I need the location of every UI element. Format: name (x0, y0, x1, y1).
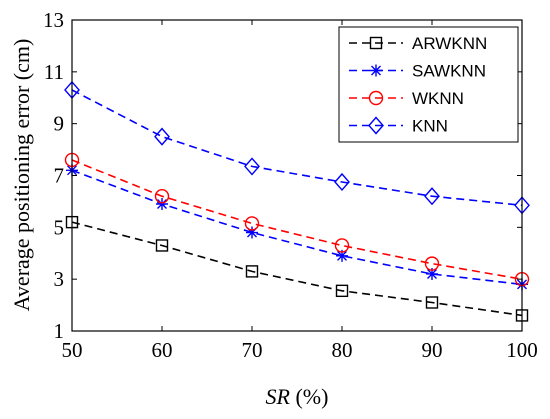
data-point-wknn (334, 238, 350, 253)
legend-marker (368, 90, 384, 106)
data-point-arwknn (245, 265, 259, 278)
x-tick-label: 60 (152, 338, 173, 362)
legend-marker (368, 116, 384, 135)
data-point-arwknn (155, 239, 169, 252)
x-tick-label: 100 (506, 338, 538, 362)
legend: ARWKNN SAWKNN WKNN KNN (338, 26, 519, 143)
x-tick-label: 70 (242, 338, 263, 362)
x-axis-title: SR (%) (266, 384, 329, 409)
data-point-arwknn (335, 284, 349, 298)
legend-marker (369, 36, 383, 50)
data-point-knn (334, 172, 350, 192)
series-knn (64, 80, 530, 215)
data-point-knn (154, 127, 170, 146)
series-line-arwknn (71, 221, 523, 317)
series-line-knn (71, 89, 523, 207)
y-axis-title: Average positioning error (cm) (9, 39, 34, 312)
y-tick-label: 9 (54, 112, 65, 136)
x-tick-label: 90 (422, 338, 443, 362)
legend-label: WKNN (412, 89, 464, 108)
x-axis-title-unit: (%) (290, 384, 328, 409)
y-tick-label: 11 (44, 60, 64, 84)
legend-entry-wknn: WKNN (349, 89, 464, 108)
axes (71, 19, 523, 332)
legend-entry-sawknn: SAWKNN (349, 62, 486, 81)
legend-entry-knn: KNN (349, 116, 448, 136)
legend-entry-arwknn: ARWKNN (349, 34, 487, 53)
data-point-wknn (154, 189, 170, 204)
data-point-sawknn (336, 249, 348, 262)
data-point-sawknn (426, 267, 438, 280)
legend-label: KNN (412, 117, 448, 136)
data-point-wknn (244, 216, 260, 231)
y-tick-label: 1 (54, 319, 65, 343)
series-line-wknn (71, 159, 523, 280)
data-point-knn (424, 187, 440, 206)
data-point-sawknn (156, 198, 168, 211)
legend-box (338, 26, 519, 143)
data-point-sawknn (246, 226, 258, 239)
y-tick-label: 13 (43, 8, 64, 32)
x-tick-label: 50 (62, 338, 83, 362)
y-tick-label: 3 (54, 267, 65, 291)
y-tick-label: 5 (54, 215, 65, 239)
x-axis-title-variable: SR (266, 384, 291, 409)
legend-label: SAWKNN (412, 62, 486, 81)
legend-label: ARWKNN (412, 34, 487, 53)
data-point-wknn (424, 256, 440, 271)
y-tick-label: 7 (54, 164, 65, 188)
x-tick-label: 80 (332, 338, 353, 362)
series-line-sawknn (71, 169, 523, 286)
legend-marker (370, 64, 382, 77)
data-point-knn (244, 157, 260, 176)
data-point-arwknn (425, 296, 439, 309)
